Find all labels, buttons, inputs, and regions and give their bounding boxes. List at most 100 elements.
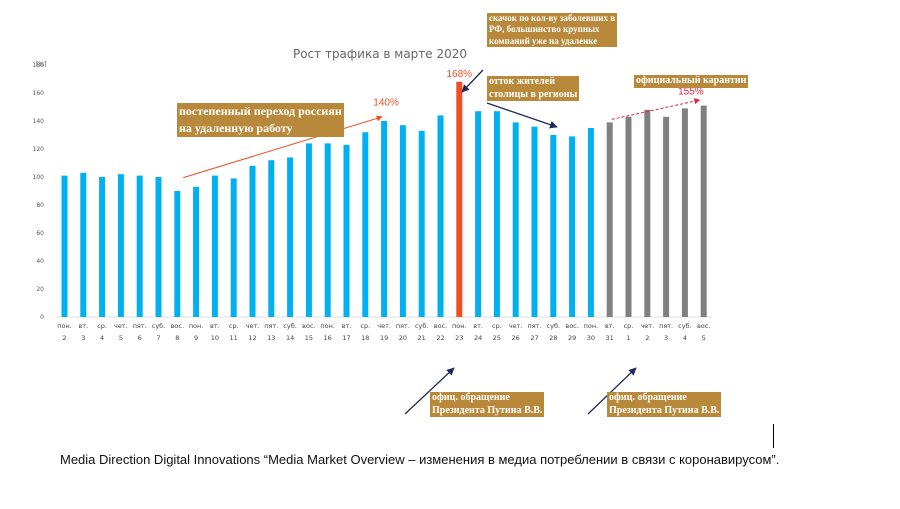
value-labels: 140% 168% 155% — [373, 69, 703, 109]
y-tick-labels: 0 20 40 60 80 100 120 140 160 180 — [33, 62, 45, 321]
bar — [493, 111, 500, 317]
x-tick-day: чет. — [509, 322, 523, 330]
note-line: РФ, большинство крупных — [489, 24, 600, 35]
x-tick-date: 6 — [138, 334, 142, 342]
bar — [531, 126, 538, 317]
x-tick-day: вт. — [342, 322, 352, 330]
y-tick-label: 160 — [33, 90, 45, 97]
x-tick-day: пон. — [584, 322, 599, 330]
x-tick-date: 10 — [211, 334, 219, 342]
note-line: офиц. обращение — [609, 392, 687, 403]
x-tick-date: 9 — [194, 334, 198, 342]
x-tick-date: 4 — [100, 334, 104, 342]
bar — [230, 178, 237, 317]
note-line: Президента Путина В.В. — [609, 404, 720, 416]
x-tick-date: 13 — [267, 334, 275, 342]
x-tick-date: 27 — [530, 334, 538, 342]
arrow-outflow — [486, 102, 558, 129]
y-tick-label: 60 — [36, 230, 44, 237]
bar — [324, 143, 331, 317]
note-case-jump: скачок по кол-ву заболевших в РФ, больши… — [487, 13, 618, 47]
bar — [362, 132, 369, 317]
x-tick-day: ср. — [492, 322, 502, 330]
bar — [80, 172, 87, 317]
bar — [437, 115, 444, 318]
x-tick-day: ср. — [97, 322, 107, 330]
bar — [587, 128, 594, 317]
note-gradual-shift: постепенный переход россиян на удаленную… — [177, 103, 344, 137]
x-tick-day: суб. — [283, 322, 297, 330]
x-tick-day: пят. — [264, 322, 278, 330]
divider-line — [773, 424, 774, 448]
bar — [550, 135, 557, 317]
trend-arrow-quarantine — [611, 98, 701, 120]
bar — [305, 143, 312, 317]
annotation-arrows — [404, 69, 637, 415]
trend-lines — [183, 98, 701, 179]
x-tick-day: вт. — [473, 322, 483, 330]
x-tick-date: 28 — [549, 334, 557, 342]
note-line: скачок по кол-ву заболевших в — [489, 13, 616, 23]
x-tick-date: 2 — [645, 334, 649, 342]
y-tick-label: 140 — [33, 118, 45, 125]
bar — [174, 191, 181, 317]
bar — [512, 122, 519, 318]
arrow-appeal-1 — [404, 367, 455, 415]
x-tick-date: 21 — [418, 334, 426, 342]
y-tick-label: 0 — [40, 314, 44, 321]
value-label: 168% — [447, 69, 473, 80]
x-tick-date: 29 — [568, 334, 576, 342]
x-tick-date: 18 — [361, 334, 369, 342]
bar — [418, 130, 425, 317]
x-tick-day: суб. — [415, 322, 429, 330]
x-tick-day: пон. — [320, 322, 335, 330]
note-line: официальный карантин — [636, 75, 747, 86]
x-tick-date: 1 — [626, 334, 630, 342]
trend-arrow-gradual — [183, 115, 383, 179]
value-label: 140% — [373, 98, 399, 109]
y-axis-unit: [%] — [36, 61, 46, 68]
bar — [381, 121, 388, 317]
x-tick-date: 30 — [587, 334, 595, 342]
x-tick-day: вос. — [565, 322, 578, 330]
note-president-appeal-1: офиц. обращение Президента Путина В.В. — [430, 392, 545, 417]
y-tick-label: 40 — [36, 258, 44, 265]
x-tick-date: 12 — [248, 334, 256, 342]
x-tick-day: пон. — [452, 322, 467, 330]
x-tick-day: вос. — [697, 322, 710, 330]
x-tick-day: пят. — [396, 322, 410, 330]
x-tick-day: суб. — [678, 322, 692, 330]
x-tick-day: суб. — [547, 322, 561, 330]
arrow-appeal-2 — [587, 367, 637, 415]
x-tick-date: 23 — [455, 334, 463, 342]
arrow-jump — [461, 69, 484, 93]
x-tick-day: вос. — [434, 322, 447, 330]
traffic-chart: Рост трафика в марте 2020 [%] 0 20 40 60 80 1… — [33, 47, 712, 415]
y-tick-label: 180 — [33, 62, 45, 69]
note-president-appeal-2: офиц. обращение Президента Путина В.В. — [607, 392, 722, 417]
x-tick-day: суб. — [152, 322, 166, 330]
x-tick-day: вт. — [605, 322, 615, 330]
bar — [625, 116, 632, 317]
x-tick-date: 20 — [399, 334, 407, 342]
x-tick-day: чет. — [377, 322, 391, 330]
x-tick-day: чет. — [640, 322, 654, 330]
source-caption: Media Direction Digital Innovations “Med… — [60, 452, 780, 467]
x-tick-day: пят. — [133, 322, 147, 330]
x-tick-day: пят. — [659, 322, 673, 330]
bar — [117, 174, 124, 317]
note-line: компаний уже на удаленке — [489, 35, 598, 46]
x-tick-date: 5 — [119, 334, 123, 342]
x-tick-day: ср. — [229, 322, 239, 330]
bar — [606, 122, 613, 318]
note-line: отток жителей — [489, 76, 555, 87]
bar — [211, 175, 218, 317]
x-tick-date: 16 — [324, 334, 332, 342]
bars — [61, 81, 707, 318]
x-tick-date: 14 — [286, 334, 294, 342]
bar — [456, 81, 463, 317]
note-quarantine: официальный карантин — [634, 75, 749, 88]
x-tick-date: 8 — [175, 334, 179, 342]
value-label: 155% — [678, 86, 704, 97]
bar — [99, 177, 106, 317]
